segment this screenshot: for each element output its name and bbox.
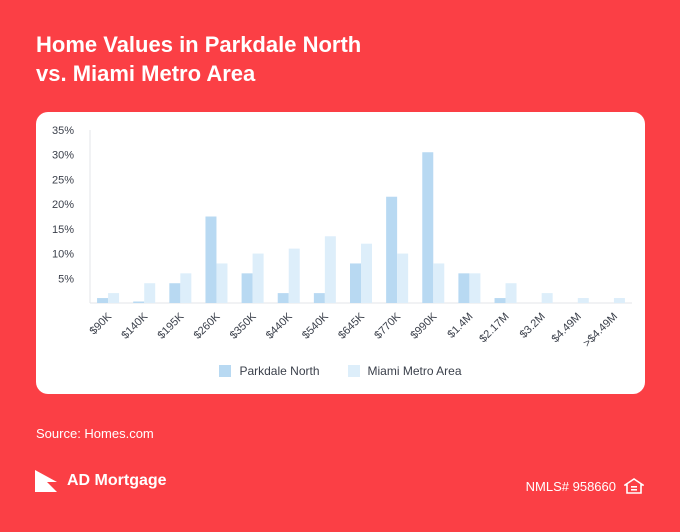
bar-miami — [288, 248, 300, 303]
x-tick-label: $90K — [88, 310, 115, 337]
chart-title-line2: vs. Miami Metro Area — [36, 61, 256, 86]
bar-miami — [433, 263, 445, 303]
source-note: Source: Homes.com — [36, 426, 154, 441]
bar-miami — [397, 253, 409, 303]
bar-chart: 35%30%25%20%15%10%5%$90K $140K $195K $260K $… — [52, 125, 632, 350]
bar-parkdale — [277, 293, 289, 303]
bar-parkdale — [169, 283, 181, 303]
bar-miami — [505, 283, 517, 303]
bar-miami — [469, 273, 481, 303]
bar-miami — [144, 283, 156, 303]
x-tick-label: >$4.49M — [581, 311, 620, 350]
bar-miami — [541, 293, 553, 303]
legend-item-miami: Miami Metro Area — [347, 364, 462, 378]
legend-label-parkdale: Parkdale North — [239, 364, 320, 378]
legend-swatch-miami — [347, 365, 360, 377]
bar-parkdale — [458, 273, 470, 303]
y-tick-label: 15% — [52, 224, 74, 236]
bar-miami — [613, 298, 625, 303]
legend-swatch-parkdale — [219, 365, 232, 377]
x-tick-label: $140K — [119, 310, 150, 341]
y-tick-label: 5% — [58, 273, 74, 285]
bar-parkdale — [494, 298, 506, 303]
bar-miami — [577, 298, 589, 303]
x-tick-label: $440K — [264, 310, 295, 341]
x-tick-label: $3.2M — [518, 311, 548, 341]
chart-card: 35% 30% 25% 20% 15% 10% 5% $90K $140K $195K $260K $… — [36, 112, 645, 394]
x-tick-label: $645K — [336, 310, 367, 341]
bar-miami — [324, 236, 336, 303]
bar-parkdale — [241, 273, 253, 303]
bar-miami — [180, 273, 192, 303]
bar-miami — [108, 293, 120, 303]
x-tick-label: $195K — [155, 310, 186, 341]
bar-parkdale — [350, 263, 361, 303]
equal-housing-icon — [624, 478, 644, 494]
chart-title: Home Values in Parkdale North vs. Miami … — [36, 30, 361, 88]
x-tick-label: $4.49M — [549, 311, 583, 345]
bar-miami — [216, 263, 228, 303]
nmls-number: NMLS# 958660 — [525, 479, 616, 494]
x-tick-label: $2.17M — [477, 311, 511, 345]
bar-parkdale — [386, 196, 398, 303]
y-tick-label: 20% — [52, 199, 74, 211]
x-tick-label: $350K — [228, 310, 259, 341]
legend-item-parkdale: Parkdale North — [219, 364, 320, 378]
bar-parkdale — [97, 298, 109, 303]
bar-parkdale — [313, 293, 325, 303]
y-tick-label: 30% — [52, 150, 74, 162]
bar-parkdale — [422, 152, 434, 303]
chart-legend: Parkdale North Miami Metro Area — [36, 364, 645, 378]
x-tick-label: $770K — [372, 310, 403, 341]
bar-miami — [361, 243, 372, 303]
x-tick-label: $540K — [300, 310, 331, 341]
y-tick-label: 25% — [52, 174, 74, 186]
bar-parkdale — [205, 216, 217, 303]
x-tick-label: $1.4M — [445, 311, 475, 341]
y-tick-label: 10% — [52, 249, 74, 261]
y-tick-label: 35% — [52, 125, 74, 137]
x-tick-label: $990K — [408, 310, 439, 341]
ad-mortgage-logo-icon — [35, 470, 57, 492]
brand-name: AD Mortgage — [67, 472, 167, 489]
chart-title-line1: Home Values in Parkdale North — [36, 32, 362, 57]
bar-parkdale — [133, 301, 145, 303]
brand-logo: AD Mortgage — [35, 470, 167, 492]
x-tick-label: $260K — [192, 310, 223, 341]
legend-label-miami: Miami Metro Area — [367, 364, 462, 378]
bar-miami — [252, 253, 264, 303]
